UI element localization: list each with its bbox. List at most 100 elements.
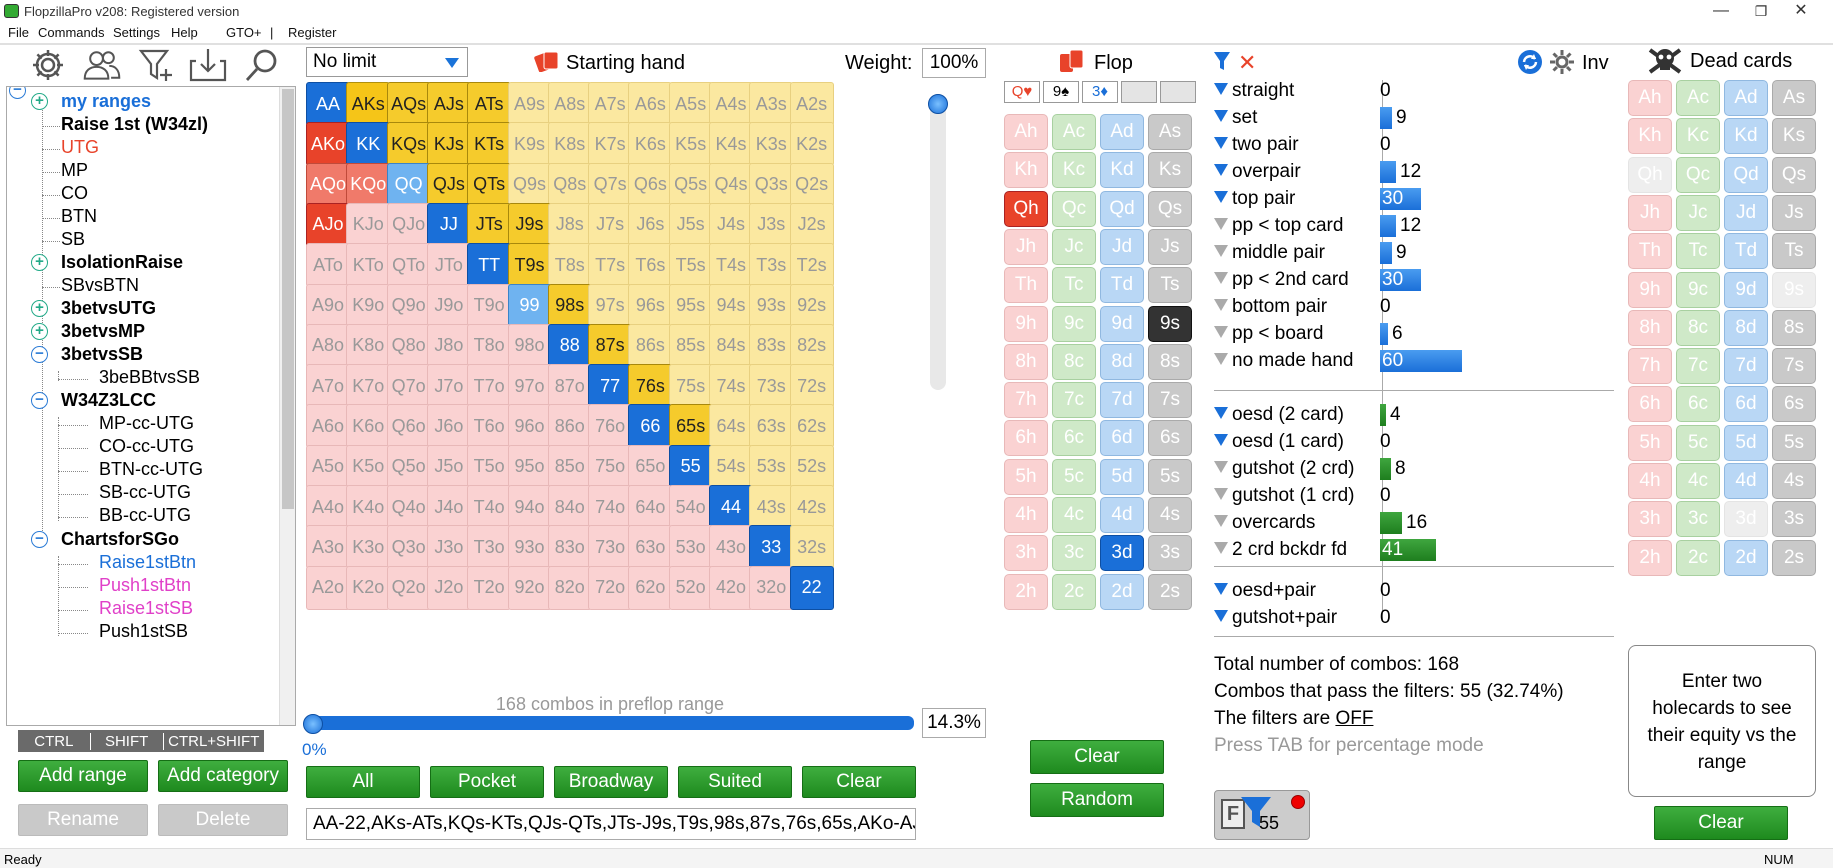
settings-gear-icon[interactable] [1548,48,1576,81]
hand-cell[interactable]: 64o [628,485,673,529]
dead-card-7d[interactable]: 7d [1724,348,1768,385]
dead-card-4h[interactable]: 4h [1628,463,1672,499]
hand-cell[interactable]: J8o [426,323,471,368]
filter-funnel-icon[interactable] [1214,299,1228,311]
gear-icon[interactable] [28,46,68,84]
hand-cell[interactable]: J6s [628,202,673,247]
flop-card-4s[interactable]: 4s [1148,497,1192,533]
hand-cell[interactable]: 33 [749,525,794,570]
flop-card-Kd[interactable]: Kd [1100,152,1144,189]
dead-card-3h[interactable]: 3h [1628,501,1672,538]
flop-clear-button[interactable]: Clear [1030,740,1164,774]
dead-card-5c[interactable]: 5c [1676,424,1720,461]
filter-label[interactable]: gutshot+pair [1232,607,1338,628]
flop-card-5d[interactable]: 5d [1100,458,1144,495]
dead-card-Ac[interactable]: Ac [1676,80,1720,116]
hand-cell[interactable]: K4s [709,122,753,167]
hand-cell[interactable]: 83s [749,323,794,368]
filter-funnel-icon[interactable] [1214,488,1228,500]
hand-cell[interactable]: A6s [628,82,673,126]
filter-badge-button[interactable]: F 55 [1214,790,1310,840]
filter-funnel-icon[interactable] [1214,164,1228,176]
dead-card-Jc[interactable]: Jc [1676,194,1720,231]
hand-cell[interactable]: 53o [668,525,713,570]
dead-card-Ah[interactable]: Ah [1628,80,1672,116]
flop-card-7d[interactable]: 7d [1100,382,1144,419]
hand-cell[interactable]: A2s [789,82,834,126]
filter-icon[interactable] [1214,52,1230,77]
flop-card-2c[interactable]: 2c [1052,573,1096,610]
flop-card-Ac[interactable]: Ac [1052,114,1096,150]
hand-cell[interactable]: Q5o [386,444,431,489]
dead-card-6c[interactable]: 6c [1676,386,1720,423]
hand-cell[interactable]: T5s [668,243,713,288]
flop-card-2h[interactable]: 2h [1004,573,1048,610]
hand-cell[interactable]: 54s [709,444,753,489]
hand-cell[interactable]: 95o [507,444,552,489]
hand-cell[interactable]: K3o [346,525,391,570]
flop-card-6d[interactable]: 6d [1100,420,1144,457]
hand-cell[interactable]: A8s [547,82,592,126]
hand-cell[interactable]: 96s [628,283,673,328]
flop-slot-3[interactable]: 3♦ [1082,81,1118,103]
hand-cell[interactable]: 42o [709,565,753,610]
filter-funnel-icon[interactable] [1214,245,1228,257]
filter-label[interactable]: set [1232,107,1258,128]
hand-cell[interactable]: J4s [709,202,753,247]
range-text-input[interactable]: AA-22,AKs-ATs,KQs-KTs,QJs-QTs,JTs-J9s,T9… [306,808,916,840]
hand-cell[interactable]: J3o [426,525,471,570]
hand-cell[interactable]: 72o [588,565,633,610]
hand-cell[interactable]: 72s [789,364,834,409]
filter-funnel-icon[interactable] [1214,515,1228,527]
hand-cell[interactable]: KK [346,122,391,167]
weight-input[interactable]: 100% [922,48,986,78]
flop-random-button[interactable]: Random [1030,783,1164,817]
hand-cell[interactable]: 87s [588,323,633,368]
flop-card-2s[interactable]: 2s [1148,573,1192,610]
hand-cell[interactable]: K6o [346,404,391,449]
add-range-button[interactable]: Add range [18,760,148,792]
dead-card-9s[interactable]: 9s [1772,271,1816,308]
flop-card-9d[interactable]: 9d [1100,305,1144,342]
hand-cell[interactable]: ATs [467,82,512,126]
dead-card-5d[interactable]: 5d [1724,424,1768,461]
hand-cell[interactable]: 82o [547,565,592,610]
flop-card-6h[interactable]: 6h [1004,420,1048,457]
tree-node[interactable]: 3betvsSB [61,344,144,364]
flop-card-Td[interactable]: Td [1100,267,1144,304]
hand-cell[interactable]: QJo [386,202,431,247]
dead-card-Kh[interactable]: Kh [1628,118,1672,155]
tree-node[interactable]: CO [61,183,88,203]
dead-card-2h[interactable]: 2h [1628,539,1672,576]
hand-cell[interactable]: J8s [547,202,592,247]
filter-label[interactable]: straight [1232,80,1295,101]
turn-slot[interactable] [1121,81,1157,103]
hand-cell[interactable]: 53s [749,444,794,489]
dead-card-6d[interactable]: 6d [1724,386,1768,423]
flop-card-8h[interactable]: 8h [1004,343,1048,380]
hand-cell[interactable]: 88 [547,323,592,368]
hand-cell[interactable]: A9o [306,283,350,328]
hand-cell[interactable]: 73s [749,364,794,409]
hand-cell[interactable]: Q4o [386,485,431,529]
flop-card-Ks[interactable]: Ks [1148,152,1192,189]
tree-node[interactable]: my ranges [61,91,152,111]
flop-card-Jc[interactable]: Jc [1052,228,1096,265]
flop-card-8c[interactable]: 8c [1052,343,1096,380]
dead-card-3c[interactable]: 3c [1676,501,1720,538]
hand-cell[interactable]: 86o [547,404,592,449]
dead-card-Qh[interactable]: Qh [1628,156,1672,193]
dead-card-Jh[interactable]: Jh [1628,194,1672,231]
dead-card-6s[interactable]: 6s [1772,386,1816,423]
hand-cell[interactable]: K6s [628,122,673,167]
hand-cell[interactable]: J2o [426,565,471,610]
dead-card-Qs[interactable]: Qs [1772,156,1816,193]
dead-card-9h[interactable]: 9h [1628,271,1672,308]
tree-root-toggle[interactable]: − [9,87,26,99]
hand-cell[interactable]: 22 [789,565,834,610]
hand-cell[interactable]: 92o [507,565,552,610]
tree-node[interactable]: SBvsBTN [61,275,140,295]
filter-funnel-icon[interactable] [1214,326,1228,338]
hand-cell[interactable]: 65s [668,404,713,449]
hand-cell[interactable]: 94o [507,485,552,529]
